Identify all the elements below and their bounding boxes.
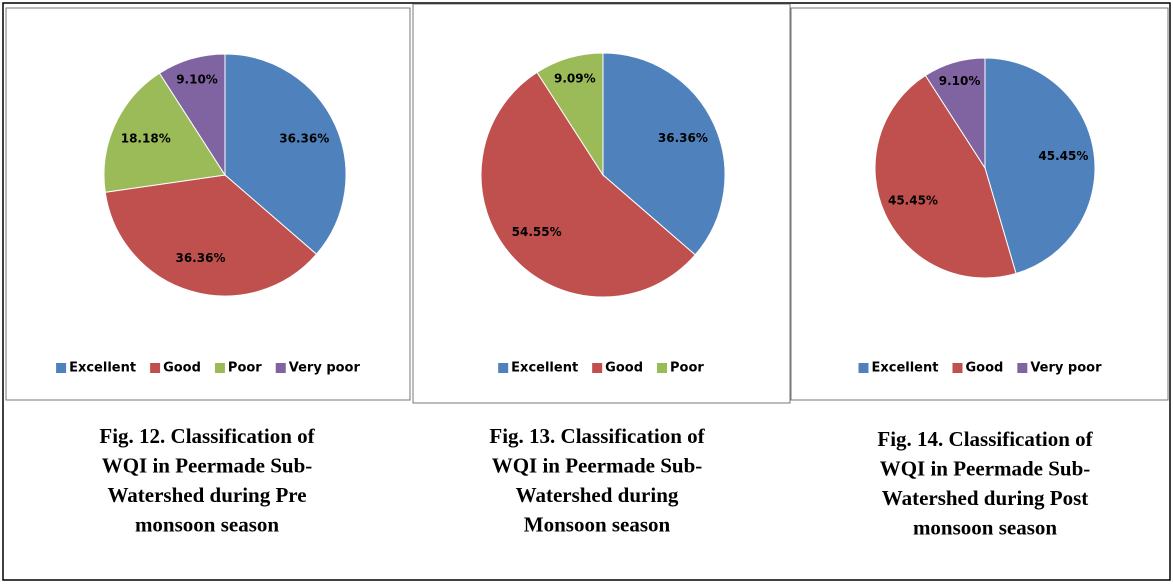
legend-label: Excellent (511, 361, 578, 376)
data-label: 36.36% (279, 131, 329, 145)
pie-slice (924, 57, 986, 170)
legend-swatch (214, 363, 225, 373)
caption-line: Watershed during Post (882, 486, 1089, 510)
legend-swatch (858, 363, 869, 373)
caption-line: Fig. 14. Classification of (877, 427, 1093, 451)
legend-label: Good (163, 361, 201, 376)
pie-slice (984, 57, 1096, 275)
data-label: 9.10% (176, 72, 218, 86)
data-label: 45.45% (888, 193, 938, 207)
legend-label: Good (965, 361, 1003, 376)
legend-label: Poor (228, 361, 262, 376)
legend-label: Excellent (69, 361, 136, 376)
legend-label: Very poor (1030, 361, 1102, 376)
data-label: 9.10% (939, 74, 981, 88)
data-label: 45.45% (1038, 149, 1088, 163)
caption-line: WQI in Peermade Sub- (102, 453, 313, 477)
panel-border (5, 7, 411, 401)
data-label: 36.36% (658, 131, 708, 145)
panel-border (790, 7, 1169, 401)
data-label: 36.36% (175, 251, 225, 265)
legend-label: Very poor (289, 361, 361, 376)
caption-line: WQI in Peermade Sub- (492, 453, 703, 477)
pie-slice (103, 72, 226, 193)
pie-slice (874, 74, 1017, 279)
pie-slice (224, 53, 347, 255)
data-label: 54.55% (512, 225, 562, 239)
legend-label: Poor (670, 361, 704, 376)
data-label: 9.09% (554, 72, 596, 86)
pie-slice (104, 174, 318, 297)
legend-swatch (498, 363, 509, 373)
legend-swatch (150, 363, 161, 373)
caption-line: Fig. 13. Classification of (489, 424, 705, 448)
caption-line: monsoon season (913, 515, 1057, 539)
pie-slice (602, 52, 726, 256)
caption-line: WQI in Peermade Sub- (880, 456, 1091, 480)
pie-slice (480, 71, 696, 298)
legend-swatch (275, 363, 286, 373)
caption-line: Fig. 12. Classification of (99, 424, 315, 448)
caption-line: Watershed during Pre (107, 483, 306, 507)
legend-swatch (952, 363, 963, 373)
data-label: 18.18% (121, 131, 171, 145)
caption-line: Watershed during (516, 483, 679, 507)
pie-slice (158, 53, 226, 177)
caption-line: monsoon season (135, 512, 279, 536)
pie-slice (536, 52, 604, 177)
legend-swatch (657, 363, 668, 373)
legend-label: Good (605, 361, 643, 376)
panel-border (412, 3, 791, 404)
caption-line: Monsoon season (524, 512, 671, 536)
legend-label: Excellent (871, 361, 938, 376)
legend-swatch (56, 363, 67, 373)
legend-swatch (592, 363, 603, 373)
legend-swatch (1017, 363, 1028, 373)
